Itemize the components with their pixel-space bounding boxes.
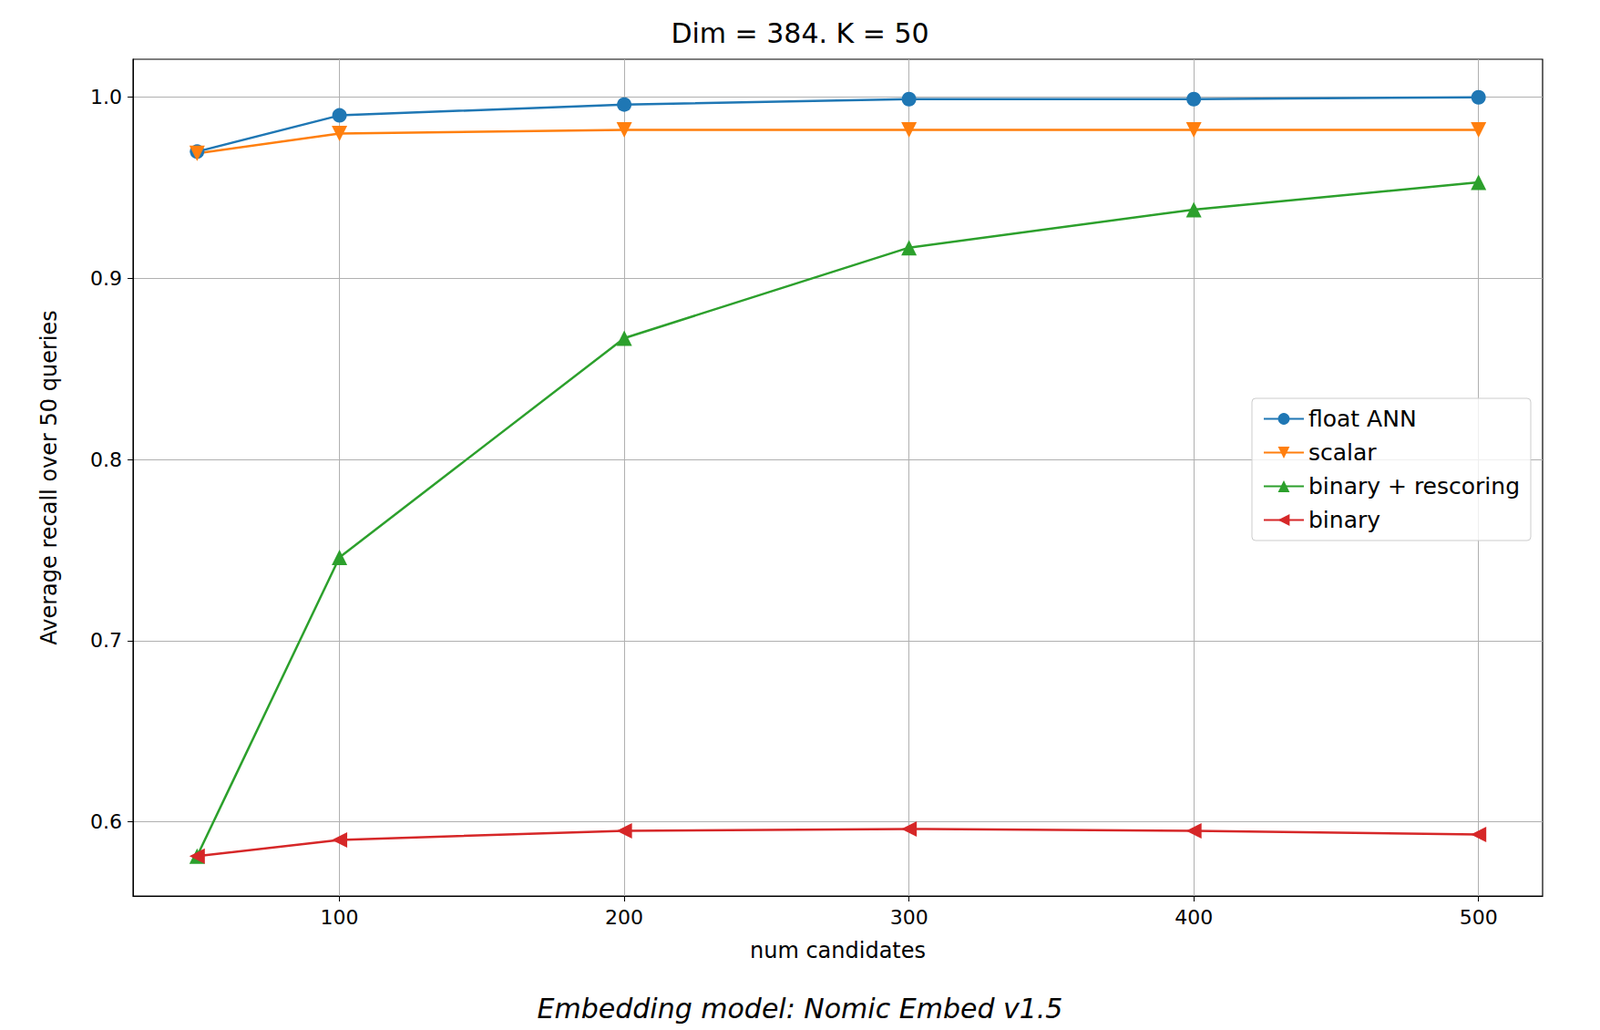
svg-text:0.9: 0.9: [90, 266, 123, 290]
svg-text:300: 300: [890, 905, 929, 929]
svg-text:Dim = 384. K = 50: Dim = 384. K = 50: [670, 17, 929, 50]
svg-text:binary + rescoring: binary + rescoring: [1308, 472, 1520, 500]
svg-text:100: 100: [320, 905, 359, 929]
svg-text:200: 200: [605, 905, 644, 929]
svg-text:num candidates: num candidates: [749, 937, 926, 964]
svg-text:float ANN: float ANN: [1308, 405, 1417, 432]
svg-text:Embedding model: Nomic Embed v: Embedding model: Nomic Embed v1.5: [537, 992, 1064, 1025]
svg-text:Average recall over 50 queries: Average recall over 50 queries: [36, 309, 62, 646]
svg-text:scalar: scalar: [1308, 439, 1377, 466]
svg-text:400: 400: [1174, 905, 1213, 929]
svg-text:500: 500: [1459, 905, 1498, 929]
svg-text:1.0: 1.0: [90, 85, 123, 109]
svg-text:0.6: 0.6: [90, 810, 123, 833]
svg-text:binary: binary: [1308, 506, 1381, 534]
svg-text:0.7: 0.7: [90, 628, 123, 652]
svg-text:0.8: 0.8: [90, 448, 123, 472]
